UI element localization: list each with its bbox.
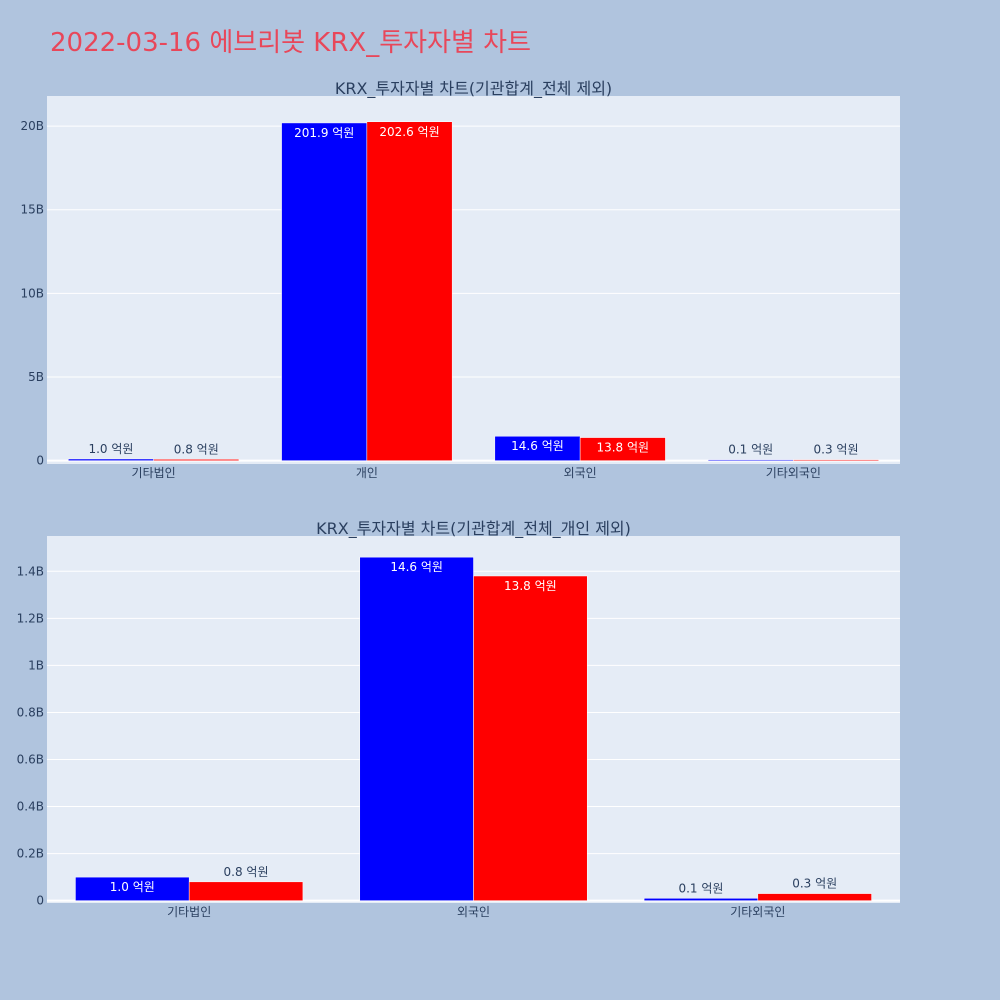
plot-background: [47, 96, 900, 464]
data-label: 0.8 억원: [174, 442, 219, 456]
y-tick-label: 0.8B: [17, 705, 44, 719]
y-tick-label: 20B: [20, 119, 44, 133]
chart-title: KRX_투자자별 차트(기관합계_전체_개인 제외): [316, 519, 631, 539]
y-tick-label: 1.2B: [17, 611, 44, 625]
x-tick-label: 개인: [356, 466, 378, 480]
bar: [359, 556, 474, 901]
bar: [793, 459, 879, 461]
bar: [707, 459, 794, 461]
y-tick-label: 1.4B: [17, 564, 44, 578]
x-tick-label: 외국인: [564, 466, 597, 480]
bar: [281, 122, 368, 461]
y-tick-label: 0: [36, 454, 44, 468]
y-tick-label: 0.6B: [17, 752, 44, 766]
bar: [494, 435, 581, 461]
chart-title: KRX_투자자별 차트(기관합계_전체 제외): [335, 79, 612, 99]
data-label: 1.0 억원: [88, 442, 133, 456]
bar: [473, 575, 588, 901]
y-tick-label: 1B: [28, 658, 44, 672]
data-label: 0.3 억원: [814, 443, 859, 457]
data-label: 13.8 억원: [504, 579, 557, 593]
data-label: 14.6 억원: [390, 560, 443, 574]
bar: [643, 898, 759, 901]
y-tick-label: 0: [36, 894, 44, 908]
y-tick-label: 0.4B: [17, 800, 44, 814]
data-label: 14.6 억원: [511, 439, 564, 453]
chart-2: 0 0.2B 0.4B 0.6B 0.8B 1B 1.2B 1.4B KRX_투자자별 차트(기…: [17, 519, 900, 919]
chart-1: 0 5B 10B 15B 20B KRX_투자자별 차트(기관합계_전체 제외) 기타법인 1…: [20, 79, 900, 480]
x-tick-label: 기타법인: [132, 466, 176, 480]
data-label: 13.8 억원: [596, 441, 649, 455]
y-tick-label: 5B: [28, 370, 44, 384]
y-tick-label: 15B: [20, 203, 44, 217]
bar: [366, 121, 453, 461]
bar: [153, 459, 240, 461]
data-label: 0.8 억원: [224, 865, 269, 879]
page-title: 2022-03-16 에브리봇 KRX_투자자별 차트: [50, 28, 532, 58]
y-tick-label: 10B: [20, 286, 44, 300]
bar: [68, 458, 154, 461]
bar: [757, 893, 872, 901]
data-label: 201.9 억원: [294, 126, 354, 140]
data-label: 0.1 억원: [728, 443, 773, 457]
y-tick-label: 0.2B: [17, 847, 44, 861]
x-tick-label: 외국인: [457, 905, 490, 919]
bar: [579, 437, 666, 461]
x-tick-label: 기타외국인: [730, 905, 785, 919]
bar: [188, 881, 304, 901]
x-tick-label: 기타외국인: [766, 466, 821, 480]
data-label: 0.3 억원: [792, 877, 837, 891]
data-label: 202.6 억원: [379, 125, 439, 139]
data-label: 1.0 억원: [110, 880, 155, 894]
x-tick-label: 기타법인: [167, 905, 211, 919]
data-label: 0.1 억원: [678, 881, 723, 895]
